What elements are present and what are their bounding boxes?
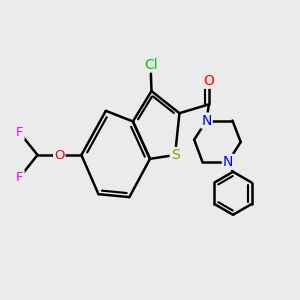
Text: O: O <box>203 74 214 88</box>
Text: F: F <box>16 171 24 184</box>
Text: N: N <box>201 114 212 128</box>
Text: O: O <box>54 148 64 161</box>
Text: N: N <box>223 155 233 169</box>
Text: F: F <box>16 126 24 140</box>
Text: S: S <box>171 148 179 162</box>
Text: Cl: Cl <box>144 58 158 72</box>
